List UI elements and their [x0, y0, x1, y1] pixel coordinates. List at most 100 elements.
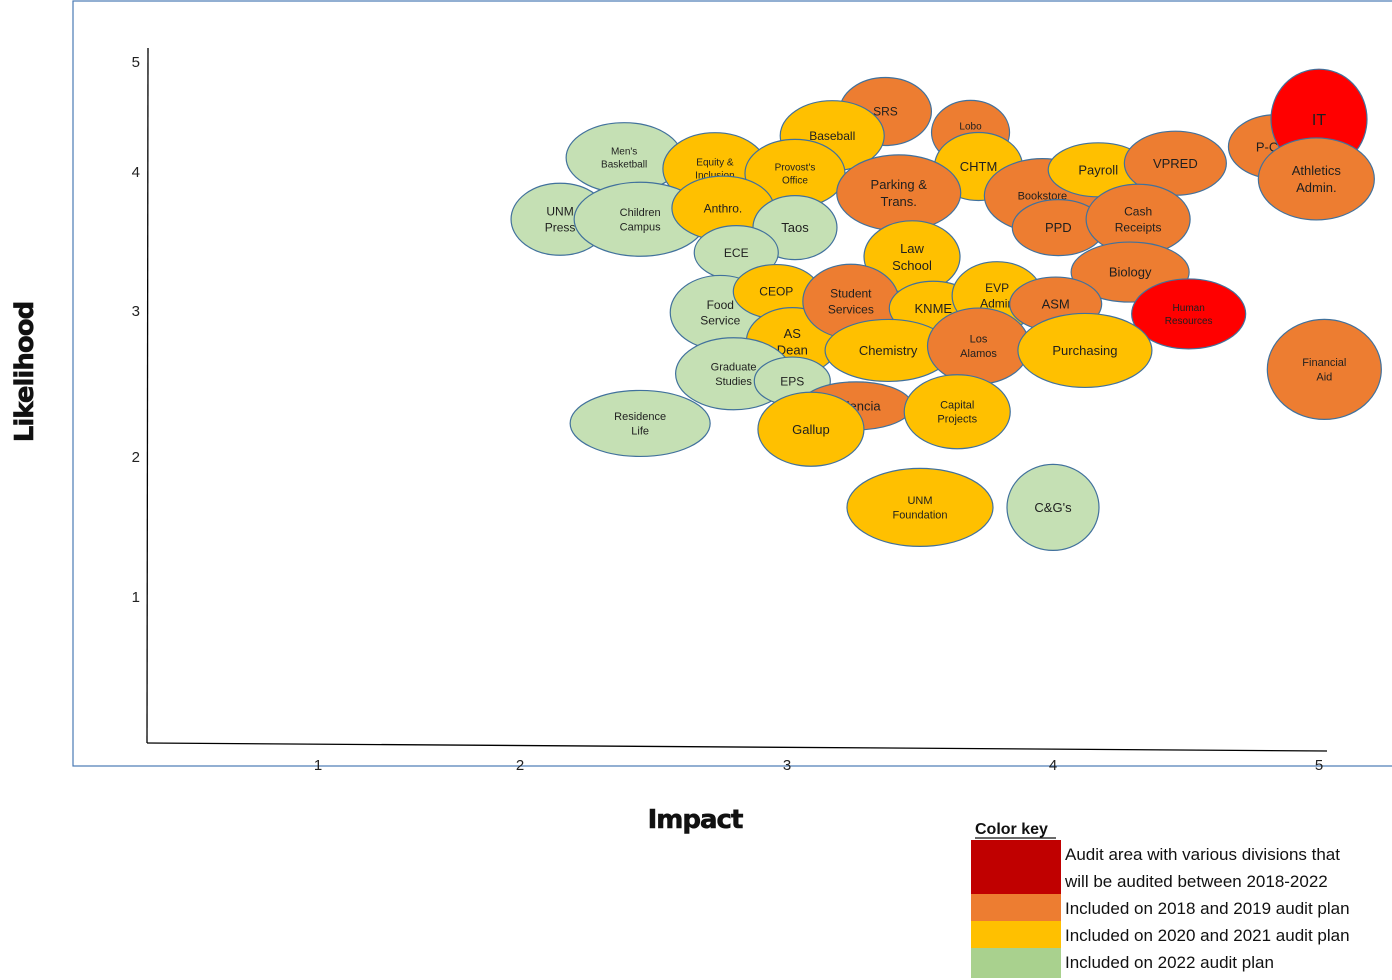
- bubble-label: VPRED: [1153, 156, 1198, 171]
- bubble-green: [1006, 463, 1100, 551]
- bubble: VPRED: [1123, 130, 1227, 196]
- legend-item-text: Included on 2018 and 2019 audit plan: [1065, 899, 1350, 918]
- bubble-label: Trans.: [881, 194, 917, 209]
- bubble-yellow: [903, 374, 1011, 450]
- bubble-label: Dean: [777, 343, 808, 358]
- bubble-label: Law: [900, 241, 924, 256]
- bubble-label: Projects: [937, 414, 977, 426]
- bubble: C&G's: [1006, 463, 1100, 551]
- bubble-yellow: [1017, 312, 1153, 389]
- bubble-label: Provost's: [775, 162, 816, 173]
- bubble-label: EPS: [780, 374, 804, 388]
- bubble: Law School: [863, 220, 961, 294]
- x-tick-label: 3: [783, 757, 791, 774]
- bubble: PPD: [1011, 199, 1105, 257]
- bubbles-layer: SRSLoboClubBaseballMen'sBasketballEquity…: [510, 68, 1382, 551]
- bubble-label: Payroll: [1078, 162, 1118, 177]
- bubble-red: [1131, 278, 1247, 350]
- bubble-label: PPD: [1045, 220, 1072, 235]
- bubble-label: Resources: [1165, 316, 1213, 327]
- x-axis-title: Impact: [648, 805, 743, 835]
- bubble-label: Life: [631, 425, 649, 437]
- ticks-layer: 1 2 3 4 5 1 2 3 4 5: [132, 54, 1324, 774]
- bubble-yellow: [846, 467, 994, 547]
- bubble-label: Chemistry: [859, 343, 918, 358]
- y-tick-label: 1: [132, 589, 140, 606]
- x-tick-label: 5: [1315, 757, 1323, 774]
- legend-swatch: [971, 840, 1061, 894]
- bubble-label: EVP: [985, 281, 1009, 295]
- legend-item-text: Audit area with various divisions that: [1065, 845, 1340, 864]
- color-key-legend: Color key Audit area with various divisi…: [971, 821, 1350, 978]
- bubble-label: Aid: [1316, 371, 1332, 383]
- x-tick-label: 2: [516, 757, 524, 774]
- bubble: UNM Foundation: [846, 467, 994, 547]
- bubble-label: Equity &: [696, 158, 734, 169]
- bubble-label: Admin: [980, 297, 1014, 311]
- bubble-label: SRS: [873, 105, 898, 119]
- y-axis-line: [146, 47, 149, 744]
- bubble-label: Athletics: [1292, 163, 1342, 178]
- bubble-yellow: [757, 391, 865, 467]
- y-tick-label: 4: [132, 164, 140, 181]
- bubble-label: IT: [1312, 112, 1326, 129]
- bubble-label: Press: [545, 220, 576, 234]
- bubble-label: Lobo: [959, 121, 982, 132]
- legend-swatch: [971, 948, 1061, 978]
- y-tick-label: 5: [132, 54, 140, 71]
- bubble: Capital Projects: [903, 374, 1011, 450]
- bubble-label: Food: [707, 298, 734, 312]
- x-tick-label: 1: [314, 757, 322, 774]
- bubble-label: C&G's: [1034, 500, 1072, 515]
- bubble-label: Men's: [611, 147, 637, 158]
- bubble: CEOP: [732, 263, 820, 320]
- bubble-label: AS: [784, 326, 802, 341]
- bubble: Los Alamos: [926, 307, 1031, 385]
- bubble-label: Campus: [620, 221, 661, 233]
- bubble-label: School: [892, 258, 932, 273]
- bubble-label: Alamos: [960, 348, 997, 360]
- bubble-label: CHTM: [960, 159, 998, 174]
- bubble-label: KNME: [915, 301, 953, 316]
- bubble-label: Receipts: [1115, 220, 1162, 234]
- bubble-label: CEOP: [759, 285, 793, 299]
- bubble-label: Financial: [1302, 357, 1346, 369]
- bubble-label: Gallup: [792, 422, 830, 437]
- bubble-label: Foundation: [892, 509, 947, 521]
- legend-swatch: [971, 921, 1061, 948]
- y-axis-title: Likelihood: [10, 302, 40, 442]
- bubble-label: ECE: [724, 246, 749, 260]
- bubble: ECE: [693, 225, 779, 281]
- bubble-label: Human: [1173, 303, 1205, 314]
- bubble-label: Service: [700, 313, 740, 327]
- legend-item-text: Included on 2022 audit plan: [1065, 953, 1274, 972]
- bubble-label: Capital: [940, 399, 974, 411]
- x-tick-label: 4: [1049, 757, 1057, 774]
- bubble: Athletics Admin.: [1257, 137, 1375, 221]
- bubble-green: [569, 389, 711, 458]
- bubble-label: Biology: [1109, 265, 1152, 280]
- bubble-label: Children: [620, 207, 661, 219]
- bubble-label: Office: [782, 175, 808, 186]
- bubble-orange: [1266, 318, 1382, 420]
- bubble-label: Admin.: [1296, 180, 1336, 195]
- bubble-label: Purchasing: [1052, 343, 1117, 358]
- bubble: Residence Life: [569, 389, 711, 458]
- bubble-label: Parking &: [871, 177, 928, 192]
- legend-item-text: will be audited between 2018-2022: [1064, 872, 1328, 891]
- bubble-label: Student: [830, 287, 872, 301]
- bubble-label: UNM: [907, 495, 932, 507]
- bubble-orange: [836, 154, 962, 232]
- bubble: Gallup: [757, 391, 865, 467]
- bubble: Financial Aid: [1266, 318, 1382, 420]
- y-tick-label: 2: [132, 449, 140, 466]
- bubble-label: Baseball: [809, 129, 855, 143]
- bubble-label: Los: [970, 334, 988, 346]
- bubble-label: UNM: [546, 205, 573, 219]
- bubble: Parking & Trans.: [836, 154, 962, 232]
- y-tick-label: 3: [132, 303, 140, 320]
- bubble-label: Residence: [614, 411, 666, 423]
